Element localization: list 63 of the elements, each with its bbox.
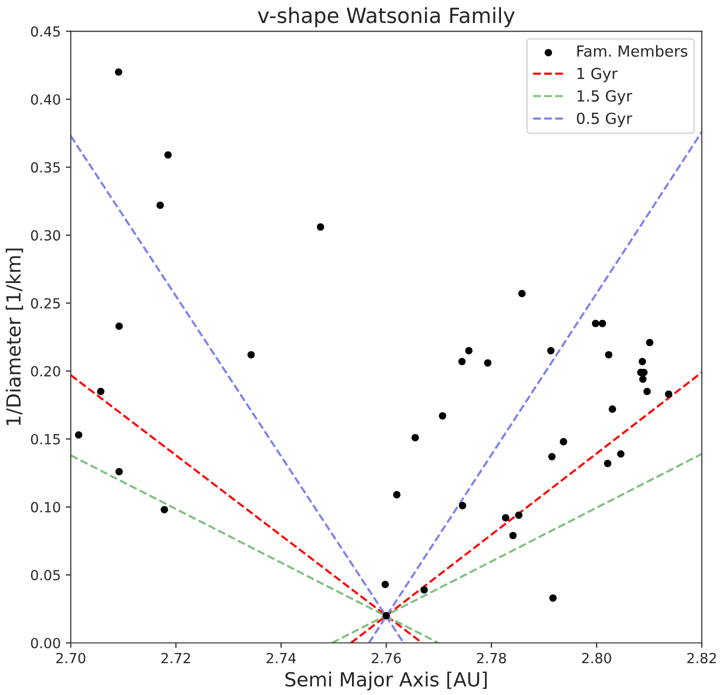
point xyxy=(639,376,647,383)
y-tick-label: 0.05 xyxy=(31,570,60,580)
legend-label: 0.5 Gyr xyxy=(576,112,632,128)
y-tick-label: 0.25 xyxy=(31,298,60,309)
point xyxy=(518,290,526,298)
point xyxy=(549,594,557,602)
y-tick-label: 0.45 xyxy=(31,26,60,37)
y-tick-label: 0.10 xyxy=(31,502,60,512)
point xyxy=(617,450,624,458)
point xyxy=(598,320,606,328)
point xyxy=(156,202,164,209)
point xyxy=(515,511,522,519)
point xyxy=(465,346,473,354)
legend-label: Fam. Members xyxy=(577,45,688,57)
point xyxy=(547,346,555,354)
point xyxy=(382,580,389,588)
point xyxy=(643,388,651,396)
point xyxy=(115,468,123,476)
point xyxy=(114,68,122,76)
x-tick-label: 2.70 xyxy=(56,652,86,664)
point xyxy=(509,532,517,540)
legend-label: 1 Gyr xyxy=(578,68,618,82)
point xyxy=(560,438,568,446)
point xyxy=(458,502,466,510)
x-axis-title: Semi Major Axis [AU] xyxy=(285,672,487,690)
x-tick-label: 2.76 xyxy=(372,652,401,664)
legend-label: 1.5 Gyr xyxy=(578,90,632,105)
y-tick-label: 0.15 xyxy=(31,434,60,444)
point xyxy=(608,405,616,413)
point xyxy=(664,390,672,398)
x-tick-label: 2.74 xyxy=(266,652,296,664)
y-tick-label: 0.40 xyxy=(31,94,60,105)
y-axis-title: 1/Diameter [1/km] xyxy=(6,248,24,426)
point xyxy=(97,388,104,396)
point xyxy=(438,412,446,420)
y-tick-label: 0.35 xyxy=(31,162,60,173)
point xyxy=(160,506,168,514)
point xyxy=(548,453,556,460)
point xyxy=(458,358,466,366)
point xyxy=(164,151,172,159)
y-tick-label: 0.30 xyxy=(31,230,60,241)
x-tick-label: 2.80 xyxy=(582,652,612,664)
point xyxy=(393,491,400,498)
y-tick-label: 0.00 xyxy=(31,638,60,648)
point xyxy=(605,351,612,358)
point xyxy=(638,358,646,366)
x-tick-label: 2.78 xyxy=(476,652,506,664)
point xyxy=(646,338,654,346)
point xyxy=(412,434,419,442)
point xyxy=(115,322,123,330)
point xyxy=(502,514,510,522)
point xyxy=(316,223,324,231)
point xyxy=(74,431,82,439)
chart-title: v-shape Watsonia Family xyxy=(258,7,515,28)
y-tick-label: 0.20 xyxy=(31,366,60,377)
point xyxy=(382,612,390,620)
point xyxy=(604,460,612,468)
x-tick-label: 2.82 xyxy=(687,652,716,664)
point xyxy=(247,351,255,358)
point xyxy=(420,586,428,594)
x-tick-label: 2.72 xyxy=(161,652,190,664)
point xyxy=(484,359,492,367)
point xyxy=(592,320,600,328)
